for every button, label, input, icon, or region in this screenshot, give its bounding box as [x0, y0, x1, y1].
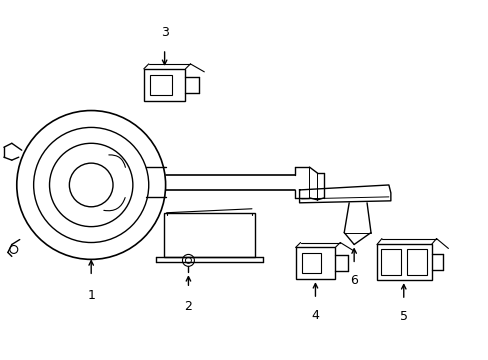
Bar [149, 75, 171, 95]
Bar [295, 247, 335, 279]
Bar [163, 213, 254, 257]
Text: 6: 6 [349, 274, 357, 287]
Bar [376, 244, 431, 280]
Text: 4: 4 [311, 309, 319, 322]
Bar [380, 249, 400, 275]
Bar [301, 253, 321, 273]
Text: 3: 3 [161, 26, 168, 39]
Text: 1: 1 [87, 289, 95, 302]
Text: 5: 5 [399, 310, 407, 323]
Bar [406, 249, 426, 275]
Bar [143, 69, 185, 100]
Text: 2: 2 [184, 300, 192, 313]
